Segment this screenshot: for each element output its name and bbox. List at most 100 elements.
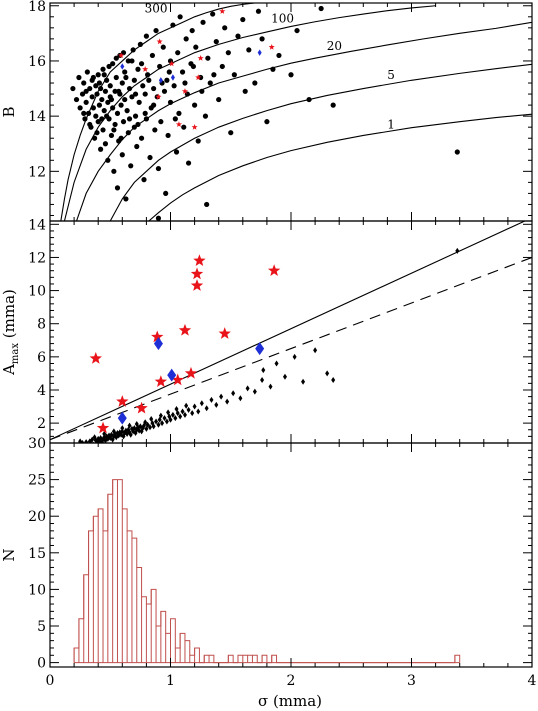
data-point	[70, 85, 76, 92]
data-point	[151, 423, 156, 430]
data-point	[181, 124, 187, 130]
data-point	[143, 419, 148, 426]
y-tick-label: 8	[37, 317, 46, 333]
star-point	[190, 279, 204, 291]
data-point	[113, 74, 119, 81]
y-tick-label: 12	[28, 164, 46, 180]
data-point	[99, 96, 105, 103]
data-point	[138, 61, 145, 67]
data-point	[231, 72, 237, 78]
data-point	[184, 402, 189, 409]
data-point	[156, 421, 161, 428]
data-point	[171, 83, 177, 89]
star-point	[218, 327, 231, 339]
data-point	[204, 405, 209, 412]
data-point	[131, 124, 137, 130]
data-point	[81, 80, 87, 86]
data-point	[252, 80, 258, 86]
data-point	[189, 27, 195, 34]
y-tick-label: 16	[28, 54, 46, 70]
data-point	[313, 347, 318, 354]
data-point	[186, 406, 191, 413]
data-point	[119, 80, 125, 86]
data-point	[98, 85, 104, 92]
data-point	[130, 47, 136, 53]
data-point	[158, 412, 163, 419]
data-point	[112, 121, 118, 128]
data-point	[294, 27, 300, 34]
star-point	[96, 421, 110, 434]
star-point	[268, 43, 275, 50]
data-point	[79, 91, 86, 97]
data-point	[82, 116, 88, 122]
star-point	[168, 60, 175, 67]
data-point	[91, 135, 98, 141]
data-point	[246, 47, 252, 53]
data-point	[455, 247, 460, 254]
diamond-point	[170, 74, 175, 81]
data-point	[114, 110, 121, 116]
data-point	[175, 50, 181, 56]
data-point	[260, 377, 265, 384]
y-tick-label: 6	[37, 350, 46, 366]
star-point	[142, 66, 149, 72]
data-point	[140, 83, 146, 89]
data-point	[193, 44, 199, 50]
data-point	[111, 168, 117, 174]
data-point	[242, 88, 248, 94]
data-point	[105, 157, 111, 163]
data-point	[145, 421, 150, 428]
data-point	[94, 130, 100, 136]
data-point	[90, 436, 95, 443]
y-tick-label: 10	[28, 582, 46, 598]
data-point	[301, 378, 306, 385]
data-point	[174, 406, 179, 413]
data-point	[120, 50, 127, 56]
star-point	[156, 38, 163, 45]
data-point	[259, 36, 265, 42]
data-point	[306, 96, 312, 103]
data-point	[147, 154, 153, 161]
data-point	[225, 50, 231, 56]
data-point	[163, 190, 169, 197]
y-tick-label: 2	[37, 416, 46, 432]
data-point	[111, 428, 116, 435]
data-point	[89, 94, 95, 100]
data-point	[84, 439, 89, 443]
data-point	[160, 420, 165, 427]
data-point	[176, 110, 182, 116]
data-point	[210, 11, 216, 17]
data-point	[149, 52, 156, 59]
data-point	[73, 96, 80, 103]
data-point	[245, 385, 250, 392]
data-point	[100, 127, 106, 133]
data-point	[148, 424, 153, 431]
data-point	[129, 58, 135, 64]
x-tick-label: 3	[407, 673, 416, 689]
y-tick-label: 20	[28, 509, 46, 525]
y-axis-label: N	[0, 548, 18, 561]
data-point	[192, 403, 197, 410]
data-point	[282, 373, 287, 380]
data-point	[123, 74, 129, 81]
data-point	[213, 39, 219, 45]
data-point	[85, 110, 92, 116]
data-point	[205, 55, 211, 61]
data-point	[132, 91, 139, 97]
panel-histogram: 0 5 10 15 20 25 30 0 1 2 3 4 N	[0, 436, 537, 689]
data-point	[238, 395, 243, 402]
data-point	[264, 119, 270, 125]
data-point	[93, 83, 99, 89]
y-tick-label: 5	[37, 619, 46, 635]
data-point	[155, 215, 162, 221]
star-point	[178, 323, 192, 336]
data-point	[170, 411, 175, 418]
star-point	[116, 395, 129, 407]
data-point	[195, 138, 201, 144]
star-point	[267, 264, 281, 276]
curve-label-100: 100	[271, 11, 294, 25]
data-point	[114, 185, 121, 191]
curve-100	[63, 5, 436, 221]
data-point	[225, 398, 230, 405]
data-point	[231, 390, 236, 397]
